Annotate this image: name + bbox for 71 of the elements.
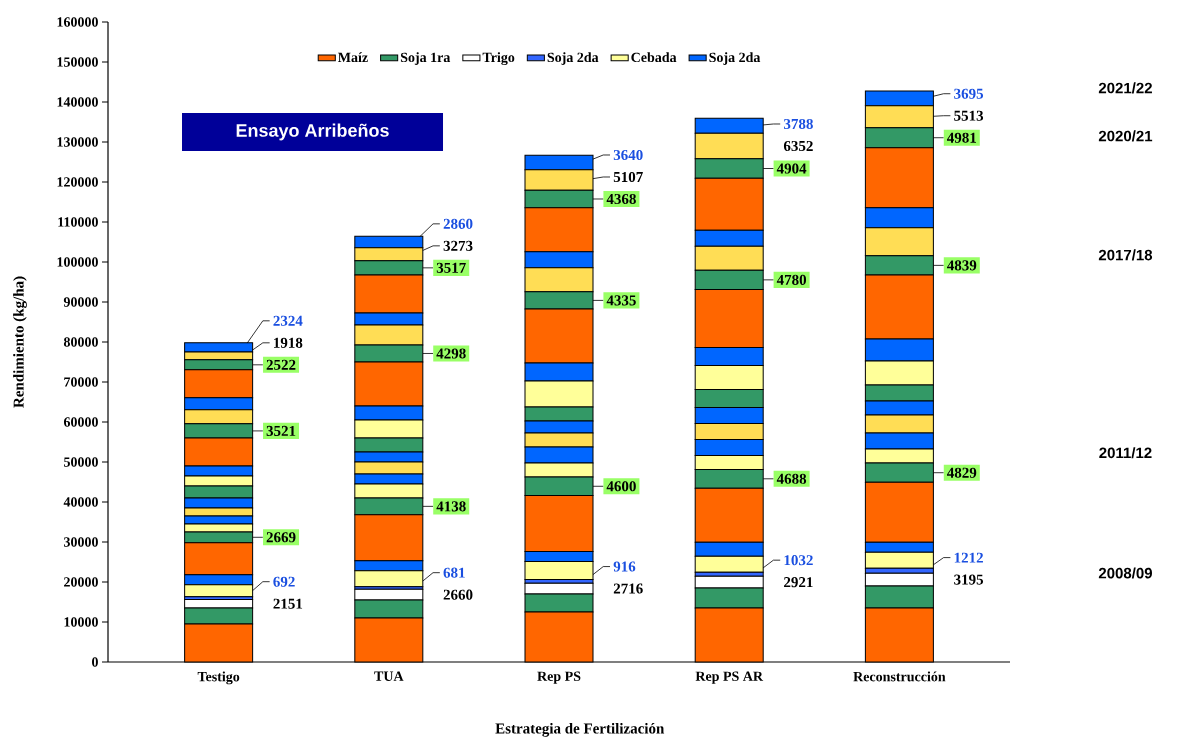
data-label: 2860 — [443, 218, 473, 229]
y-tick-label: 110000 — [58, 217, 98, 227]
data-label: 4298 — [436, 348, 466, 359]
y-tick-label: 120000 — [57, 177, 98, 187]
data-label: 4368 — [606, 193, 636, 205]
data-label: 2151 — [273, 598, 303, 609]
data-label: 2669 — [266, 532, 296, 543]
data-label: 4600 — [606, 481, 636, 492]
y-tick-label: 90000 — [63, 297, 98, 307]
x-tick-label: Testigo — [197, 671, 240, 685]
y-tick-label: 70000 — [64, 377, 98, 387]
legend-label: Trigo — [482, 52, 515, 66]
data-label: 4981 — [947, 132, 977, 143]
text: Ensayo Arribeños — [236, 123, 389, 141]
data-label: 4335 — [606, 295, 636, 306]
y-tick-label: 140000 — [57, 97, 98, 107]
x-tick-label: TUA — [374, 671, 404, 681]
data-label: 1032 — [784, 555, 813, 566]
legend-label: Maíz — [338, 52, 368, 63]
data-label: 916 — [613, 561, 636, 572]
data-label: 3195 — [954, 574, 984, 585]
legend-label: Soja 2da — [547, 52, 599, 65]
x-tick-label: Rep PS AR — [695, 671, 764, 684]
data-label: 2324 — [273, 315, 303, 326]
y-tick-label: 100000 — [57, 257, 98, 267]
data-label: 5107 — [613, 171, 643, 183]
data-label: 692 — [273, 576, 295, 587]
y-tick-label: 160000 — [57, 17, 98, 27]
y-tick-label: 60000 — [63, 417, 98, 427]
data-label: 3273 — [443, 240, 473, 251]
data-label: 2921 — [784, 577, 813, 588]
data-label: 2660 — [443, 589, 473, 600]
y-tick-label: 10000 — [64, 617, 98, 627]
data-label: 3640 — [613, 149, 643, 161]
y-tick-label: 150000 — [57, 57, 98, 67]
data-label: 1212 — [954, 552, 983, 563]
data-label: 4829 — [947, 467, 977, 478]
data-label: 4839 — [947, 260, 977, 271]
y-tick-label: 0 — [92, 657, 98, 667]
text: 2011/12 — [1099, 447, 1152, 459]
data-label: 4138 — [436, 501, 466, 512]
data-label: 3521 — [266, 425, 296, 436]
legend-label: Soja 2da — [709, 52, 761, 65]
data-label: 6352 — [783, 140, 813, 152]
legend-label: Soja 1ra — [400, 52, 451, 65]
legend-label: Cebada — [631, 52, 677, 63]
x-tick-label: Rep PS — [537, 671, 581, 684]
y-tick-label: 40000 — [63, 497, 98, 507]
text: 2020/21 — [1098, 130, 1153, 142]
text: 2021/22 — [1098, 82, 1152, 94]
y-tick-label: 80000 — [63, 337, 98, 347]
data-label: 4780 — [776, 274, 807, 285]
x-tick-label: Reconstrucción — [853, 671, 946, 682]
data-label: 3695 — [954, 88, 984, 99]
data-label: 681 — [443, 567, 465, 578]
data-label: 4904 — [776, 163, 807, 174]
x-axis-title: Estrategia de Fertilización — [495, 722, 665, 737]
data-label: 3788 — [783, 118, 813, 130]
y-tick-label: 30000 — [64, 537, 98, 547]
data-label: 3517 — [436, 262, 466, 273]
data-label: 2716 — [613, 583, 643, 594]
data-label: 5513 — [954, 110, 984, 121]
y-tick-label: 50000 — [64, 457, 98, 467]
data-label: 1918 — [274, 337, 303, 348]
text: 2017/18 — [1098, 249, 1153, 261]
y-tick-label: 20000 — [64, 577, 98, 587]
text: 2008/09 — [1098, 567, 1153, 579]
y-tick-label: 130000 — [57, 137, 98, 147]
y-axis-title: Rendimiento (kg/ha) — [13, 276, 27, 408]
data-label: 2522 — [266, 359, 296, 370]
data-label: 4688 — [776, 473, 807, 484]
